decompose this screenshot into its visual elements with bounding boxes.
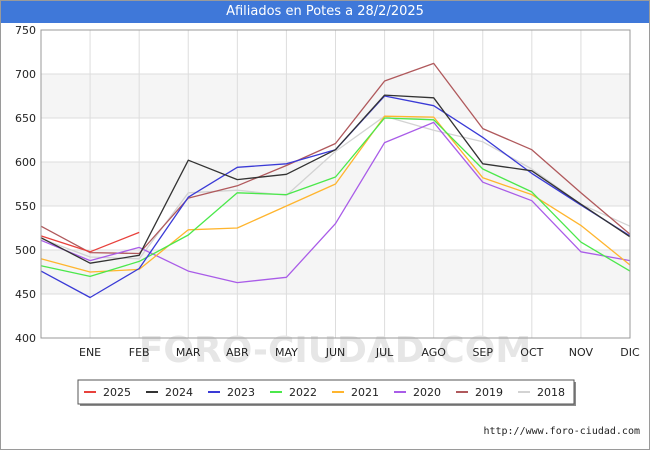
series-line-2020 [40,121,631,284]
y-tick-label: 600 [15,156,36,169]
x-tick-label: JUL [375,346,394,359]
series-line-2019 [40,62,631,255]
x-tick-label: SEP [472,346,493,359]
x-tick-label: AGO [421,346,446,359]
legend-label-2024: 2024 [165,386,193,399]
legend-label-2022: 2022 [289,386,317,399]
y-tick-label: 450 [15,288,36,301]
legend-label-2019: 2019 [475,386,503,399]
series-lines [40,62,631,299]
x-tick-label: NOV [569,346,594,359]
y-tick-label: 650 [15,112,36,125]
y-tick-label: 750 [15,24,36,37]
y-axis-ticks: 400 450 500 550 600 650 700 750 [15,24,36,345]
plot-border [40,29,631,339]
x-tick-label: DIC [620,346,640,359]
source-url: http://www.foro-ciudad.com [483,426,640,437]
chart-title: Afiliados en Potes a 28/2/2025 [1,1,649,23]
series-line-2021 [40,115,631,273]
legend: 2025 2024 2023 2022 2021 2020 2019 2018 [77,379,576,406]
x-tick-label: OCT [520,346,543,359]
x-tick-label: ABR [226,346,249,359]
series-line-2022 [40,117,631,278]
legend-label-2020: 2020 [413,386,441,399]
series-line-2024 [40,94,631,264]
legend-label-2025: 2025 [103,386,131,399]
series-line-2025 [40,231,140,253]
x-tick-label: ENE [79,346,101,359]
legend-label-2023: 2023 [227,386,255,399]
x-tick-label: MAR [176,346,201,359]
series-line-2018 [40,115,631,260]
x-tick-label: JUN [325,346,346,359]
y-tick-label: 500 [15,244,36,257]
x-tick-label: MAY [275,346,298,359]
y-tick-label: 400 [15,332,36,345]
legend-label-2018: 2018 [537,386,565,399]
legend-label-2021: 2021 [351,386,379,399]
watermark: FORO-CIUDAD.COM [139,330,531,371]
legend-box [77,379,575,405]
x-axis-ticks: ENE FEB MAR ABR MAY JUN JUL AGO SEP OCT NOV DIC [79,346,640,359]
y-tick-label: 700 [15,68,36,81]
x-tick-label: FEB [129,346,150,359]
y-tick-label: 550 [15,200,36,213]
